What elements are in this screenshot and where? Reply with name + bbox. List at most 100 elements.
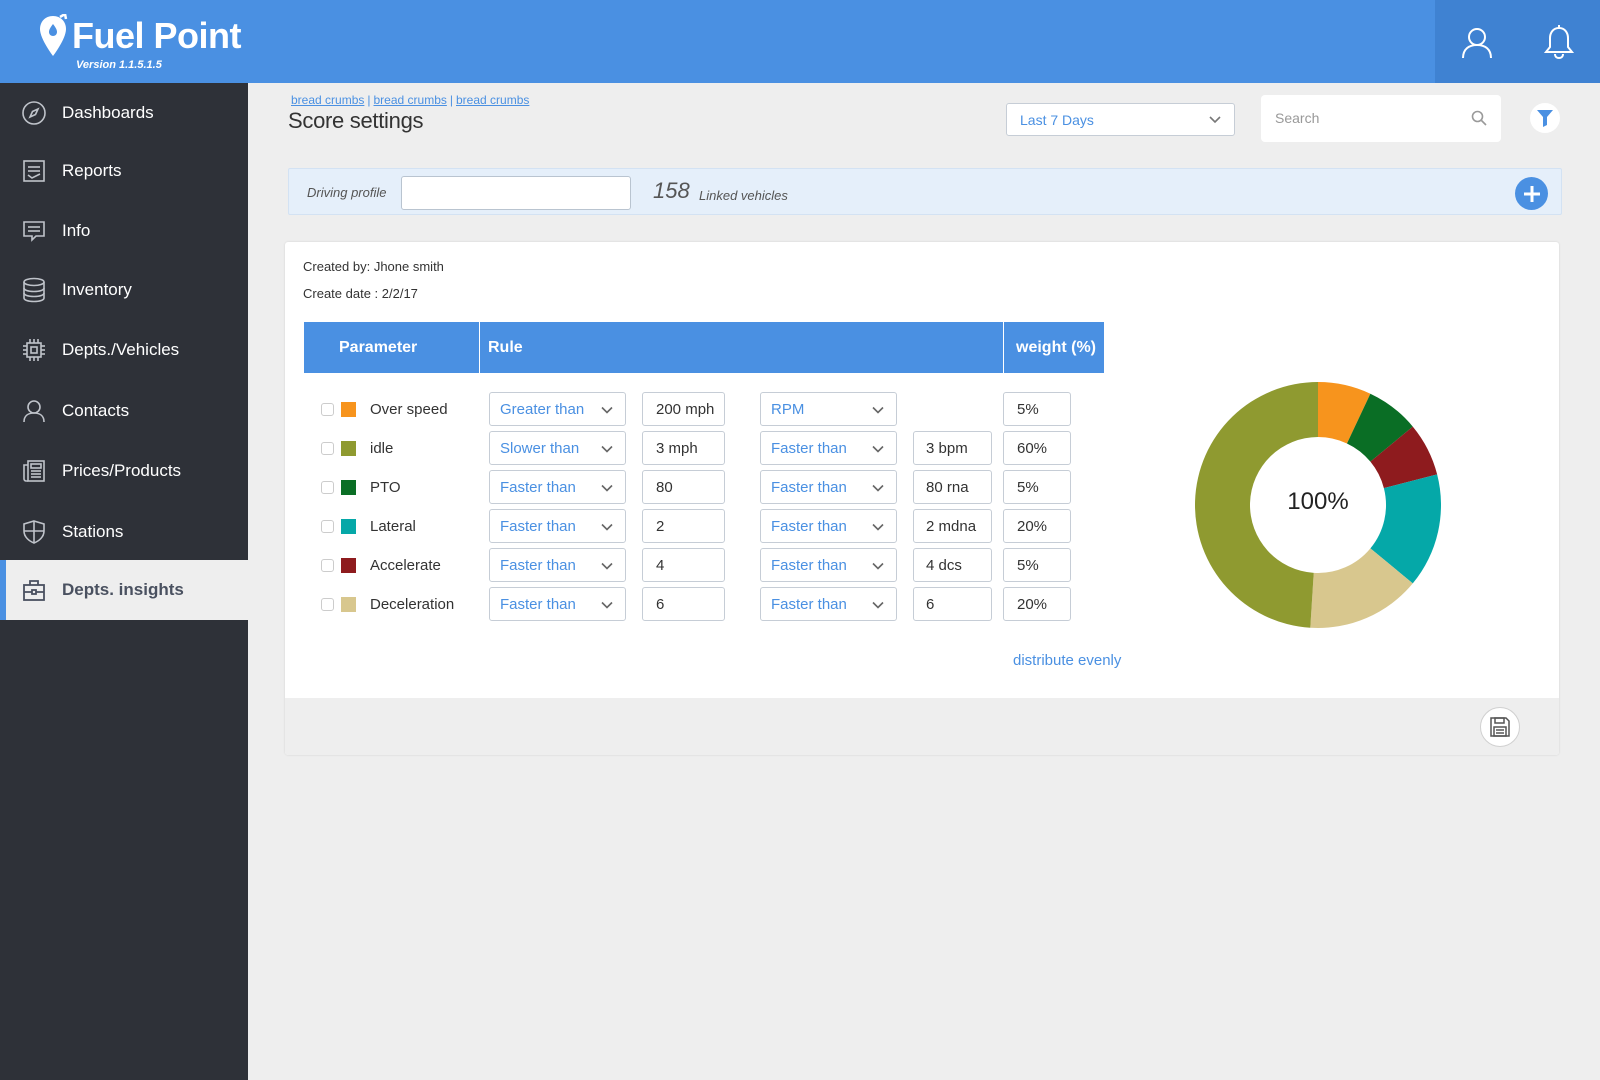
save-button[interactable] [1480, 707, 1520, 747]
rule-select-value: Faster than [500, 556, 576, 574]
row-checkbox[interactable] [321, 520, 334, 533]
sidebar-item-label: Reports [62, 161, 122, 180]
weight-input[interactable]: 60% [1003, 431, 1071, 465]
parameter-name: Over speed [370, 401, 448, 418]
rule-select[interactable]: Greater than [489, 392, 626, 426]
score-settings-card: Created by: Jhone smith Create date : 2/… [285, 242, 1559, 755]
header-parameter: Parameter [339, 338, 418, 356]
sidebar-item-label: Stations [62, 522, 124, 541]
sidebar-item-label: Dashboards [62, 103, 154, 122]
rule-select[interactable]: Faster than [489, 587, 626, 621]
parameter-name: Lateral [370, 518, 416, 535]
chevron-down-icon [872, 562, 884, 570]
rule-select-value: Faster than [771, 517, 847, 535]
rule-select[interactable]: Faster than [489, 470, 626, 504]
secondary-value-input[interactable]: 6 [913, 587, 992, 621]
donut-segment-idle [1195, 382, 1318, 628]
donut-segment-lateral [1370, 474, 1441, 584]
row-checkbox[interactable] [321, 442, 334, 455]
sidebar-item-depts-vehicles[interactable]: Depts./Vehicles [0, 320, 248, 380]
database-icon [20, 276, 48, 304]
sidebar-item-inventory[interactable]: Inventory [0, 260, 248, 320]
rule-select[interactable]: Faster than [489, 509, 626, 543]
chevron-down-icon [601, 484, 613, 492]
chevron-down-icon [601, 523, 613, 531]
weight-input[interactable]: 5% [1003, 470, 1071, 504]
sidebar-item-label: Inventory [62, 280, 132, 299]
table-row: Lateral Faster than 2 Faster than 2 mdna… [285, 509, 1125, 544]
distribute-evenly-link[interactable]: distribute evenly [1013, 652, 1122, 669]
driving-profile-input[interactable] [401, 176, 631, 210]
weight-input[interactable]: 5% [1003, 548, 1071, 582]
chevron-down-icon [872, 523, 884, 531]
rule-select-value: Faster than [771, 595, 847, 613]
search-input[interactable]: Search [1261, 95, 1501, 142]
color-swatch [341, 480, 356, 495]
rule-select[interactable]: Slower than [489, 431, 626, 465]
filter-button[interactable] [1530, 103, 1560, 133]
breadcrumb-link[interactable]: bread crumbs [291, 93, 365, 107]
rule-select-value: Faster than [771, 439, 847, 457]
row-checkbox[interactable] [321, 403, 334, 416]
parameter-name: Accelerate [370, 557, 441, 574]
sidebar-item-stations[interactable]: Stations [0, 502, 248, 562]
secondary-rule-select[interactable]: Faster than [760, 548, 897, 582]
breadcrumb-link[interactable]: bread crumbs [373, 93, 447, 107]
report-icon [20, 157, 48, 185]
table-row: idle Slower than 3 mph Faster than 3 bpm… [285, 431, 1125, 466]
sidebar-item-prices-products[interactable]: Prices/Products [0, 441, 248, 501]
page-title: Score settings [288, 108, 424, 133]
row-checkbox[interactable] [321, 481, 334, 494]
row-checkbox[interactable] [321, 598, 334, 611]
secondary-value-input[interactable]: 80 rna [913, 470, 992, 504]
rule-select[interactable]: Faster than [489, 548, 626, 582]
rule-value-input[interactable]: 2 [642, 509, 725, 543]
sidebar-item-contacts[interactable]: Contacts [0, 381, 248, 441]
rule-value-input[interactable]: 4 [642, 548, 725, 582]
weight-input[interactable]: 20% [1003, 587, 1071, 621]
user-profile-button[interactable] [1457, 22, 1497, 62]
color-swatch [341, 597, 356, 612]
weight-input[interactable]: 20% [1003, 509, 1071, 543]
sidebar-item-info[interactable]: Info [0, 201, 248, 261]
breadcrumb-link[interactable]: bread crumbs [456, 93, 530, 107]
add-button[interactable] [1515, 177, 1548, 210]
fuel-pin-icon [40, 14, 68, 56]
secondary-rule-select[interactable]: RPM [760, 392, 897, 426]
plus-icon [1523, 185, 1540, 202]
secondary-rule-select[interactable]: Faster than [760, 587, 897, 621]
notifications-button[interactable] [1539, 22, 1579, 62]
search-icon[interactable] [1471, 110, 1487, 126]
secondary-value-input[interactable]: 2 mdna [913, 509, 992, 543]
rule-select-value: RPM [771, 400, 805, 418]
chevron-down-icon [601, 562, 613, 570]
sidebar-item-depts-insights[interactable]: Depts. insights [0, 560, 248, 620]
weight-input[interactable]: 5% [1003, 392, 1071, 426]
secondary-rule-select[interactable]: Faster than [760, 431, 897, 465]
secondary-value-input[interactable]: 3 bpm [913, 431, 992, 465]
compass-icon [20, 99, 48, 127]
secondary-rule-select[interactable]: Faster than [760, 509, 897, 543]
rule-value-input[interactable]: 6 [642, 587, 725, 621]
table-row: Accelerate Faster than 4 Faster than 4 d… [285, 548, 1125, 583]
sidebar-item-reports[interactable]: Reports [0, 141, 248, 201]
info-icon [20, 217, 48, 245]
table-header: Parameter Rule weight (%) [304, 322, 1104, 373]
user-icon [20, 397, 48, 425]
rule-value-input[interactable]: 200 mph [642, 392, 725, 426]
chevron-down-icon [872, 484, 884, 492]
secondary-value-input[interactable]: 4 dcs [913, 548, 992, 582]
card-footer [285, 698, 1559, 755]
driving-profile-bar: Driving profile 158 Linked vehicles [288, 168, 1562, 215]
sidebar-item-dashboards[interactable]: Dashboards [0, 83, 248, 143]
rule-value-input[interactable]: 80 [642, 470, 725, 504]
rule-select-value: Faster than [500, 595, 576, 613]
secondary-rule-select[interactable]: Faster than [760, 470, 897, 504]
create-date: Create date : 2/2/17 [303, 286, 418, 301]
date-range-select[interactable]: Last 7 Days [1006, 103, 1235, 136]
row-checkbox[interactable] [321, 559, 334, 572]
sidebar-item-label: Prices/Products [62, 461, 182, 480]
search-placeholder: Search [1275, 110, 1320, 126]
top-bar: Fuel Point Version 1.1.5.1.5 [0, 0, 1600, 83]
rule-value-input[interactable]: 3 mph [642, 431, 725, 465]
